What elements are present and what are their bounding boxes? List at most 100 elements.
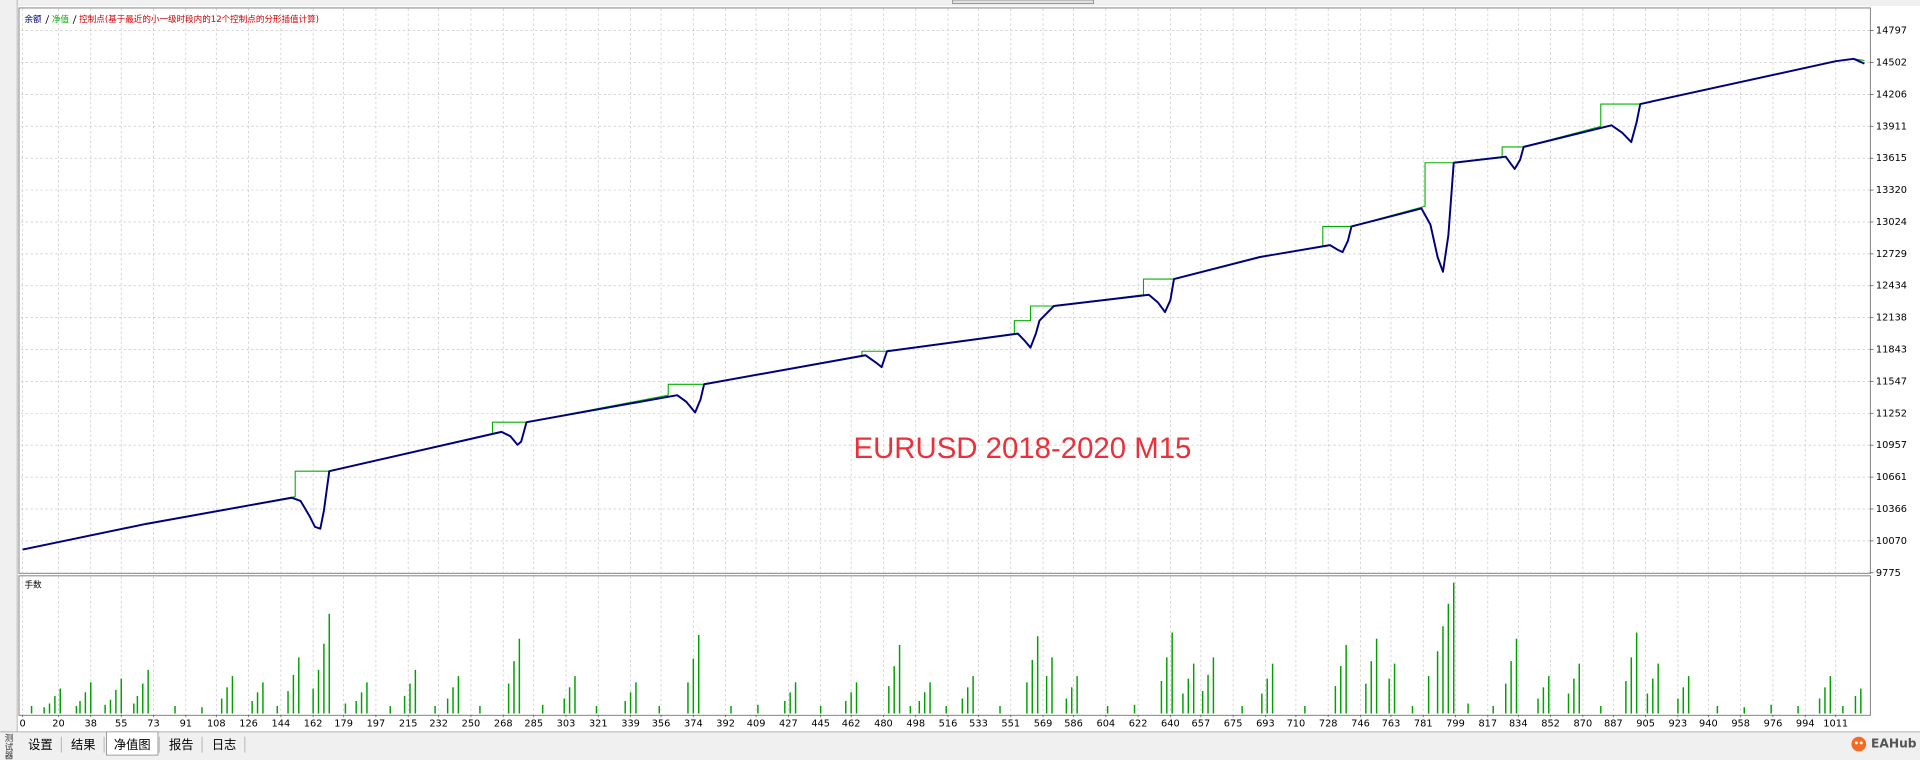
lot-bar bbox=[1635, 632, 1638, 714]
lot-bar bbox=[1467, 703, 1469, 714]
lot-bar bbox=[220, 698, 223, 714]
x-tick-label: 940 bbox=[1699, 718, 1718, 729]
x-tick-label: 91 bbox=[180, 718, 192, 729]
x-tick-label: 799 bbox=[1446, 718, 1465, 729]
lot-bar bbox=[972, 676, 974, 714]
lot-bar bbox=[79, 701, 81, 714]
lot-bar bbox=[1687, 676, 1690, 714]
x-tick-label: 622 bbox=[1129, 718, 1148, 729]
lot-bar bbox=[75, 706, 78, 714]
lot-bar bbox=[513, 661, 515, 714]
lot-bar bbox=[1071, 687, 1073, 714]
x-tick-label: 392 bbox=[716, 718, 735, 729]
lot-bar bbox=[1818, 698, 1821, 714]
x-tick-label: 887 bbox=[1604, 718, 1623, 729]
lot-bar bbox=[635, 682, 637, 714]
lot-bar bbox=[1646, 693, 1649, 714]
x-tick-label: 834 bbox=[1509, 718, 1528, 729]
tab-label[interactable]: 日志 bbox=[212, 738, 236, 752]
lot-bar bbox=[923, 692, 926, 714]
x-tick-label: 746 bbox=[1351, 718, 1370, 729]
lot-bar bbox=[1600, 706, 1602, 714]
lot-bar bbox=[1625, 681, 1627, 714]
x-tick-label: 710 bbox=[1287, 718, 1306, 729]
lot-bar bbox=[1370, 661, 1372, 714]
tab-label[interactable]: 结果 bbox=[71, 738, 95, 752]
lot-bar bbox=[1340, 666, 1342, 714]
lot-bar bbox=[1304, 706, 1306, 714]
y-tick-label: 11547 bbox=[1876, 376, 1907, 387]
lot-bar bbox=[1824, 687, 1826, 714]
lot-bar bbox=[909, 706, 912, 714]
lot-bar bbox=[507, 683, 510, 714]
x-tick-label: 285 bbox=[524, 718, 543, 729]
x-tick-label: 303 bbox=[557, 718, 576, 729]
lot-bar bbox=[518, 638, 521, 714]
x-tick-label: 250 bbox=[462, 718, 481, 729]
lot-bar bbox=[256, 692, 259, 714]
x-tick-label: 728 bbox=[1319, 718, 1338, 729]
lot-bar bbox=[231, 676, 234, 714]
lot-bar bbox=[658, 706, 660, 714]
lot-bar bbox=[1652, 678, 1654, 714]
lot-bar bbox=[1334, 686, 1337, 714]
x-tick-label: 1011 bbox=[1823, 718, 1848, 729]
x-tick-label: 215 bbox=[399, 718, 418, 729]
lot-bar bbox=[855, 682, 858, 714]
lot-bar bbox=[730, 706, 732, 714]
lot-bar bbox=[1207, 674, 1209, 714]
legend-entry: 余额 bbox=[24, 13, 42, 25]
y-tick-label: 11252 bbox=[1876, 408, 1907, 419]
lot-bar bbox=[251, 701, 253, 714]
top-button[interactable] bbox=[952, 0, 1094, 5]
lot-bar bbox=[276, 706, 279, 714]
lot-bar bbox=[1682, 687, 1685, 714]
x-tick-label: 126 bbox=[239, 718, 258, 729]
y-tick-label: 13320 bbox=[1876, 185, 1907, 196]
lot-bar bbox=[403, 696, 406, 714]
legend-separator bbox=[45, 15, 50, 24]
x-tick-label: 994 bbox=[1796, 718, 1815, 729]
lot-bar bbox=[1076, 676, 1078, 714]
x-tick-label: 675 bbox=[1224, 718, 1243, 729]
lot-bar bbox=[1160, 681, 1163, 714]
x-tick-label: 976 bbox=[1764, 718, 1783, 729]
tab-label[interactable]: 净值图 bbox=[114, 737, 151, 752]
lot-bar bbox=[54, 696, 56, 714]
y-tick-label: 13615 bbox=[1876, 153, 1907, 164]
lot-bar bbox=[1393, 663, 1396, 714]
x-tick-label: 197 bbox=[367, 718, 386, 729]
tab-label[interactable]: 报告 bbox=[169, 737, 193, 752]
logo-text: EAHub bbox=[1871, 737, 1917, 751]
lot-bar bbox=[1743, 707, 1745, 714]
x-tick-label: 480 bbox=[874, 718, 893, 729]
lot-bar bbox=[136, 696, 139, 714]
x-tick-label: 498 bbox=[906, 718, 925, 729]
x-tick-label: 923 bbox=[1669, 718, 1688, 729]
lot-bar bbox=[1442, 626, 1444, 714]
lot-bar bbox=[344, 703, 347, 714]
x-tick-label: 533 bbox=[969, 718, 988, 729]
x-tick-label: 38 bbox=[85, 718, 97, 729]
lot-bar bbox=[323, 643, 325, 714]
lot-bar bbox=[1345, 644, 1347, 714]
lot-bar bbox=[409, 683, 411, 714]
lot-bar bbox=[918, 701, 921, 714]
x-tick-label: 445 bbox=[811, 718, 830, 729]
lot-bar bbox=[1860, 688, 1862, 714]
lot-bar bbox=[757, 704, 759, 714]
lot-bar bbox=[1182, 693, 1184, 714]
tab-label[interactable]: 设置 bbox=[28, 738, 52, 752]
lot-bar bbox=[48, 703, 51, 714]
lot-bar bbox=[43, 707, 45, 714]
legend-note: 控制点(基于最近的小一级时段内的12个控制点的分形插值计算) bbox=[79, 13, 319, 25]
lot-bar bbox=[1797, 706, 1799, 714]
x-tick-label: 144 bbox=[272, 718, 291, 729]
lots-plot-frame bbox=[18, 575, 1871, 716]
active-tab[interactable] bbox=[106, 731, 159, 756]
lot-bar bbox=[574, 676, 576, 714]
lot-bar bbox=[1045, 676, 1048, 714]
x-tick-label: 427 bbox=[779, 718, 798, 729]
lot-bar bbox=[1567, 693, 1570, 714]
